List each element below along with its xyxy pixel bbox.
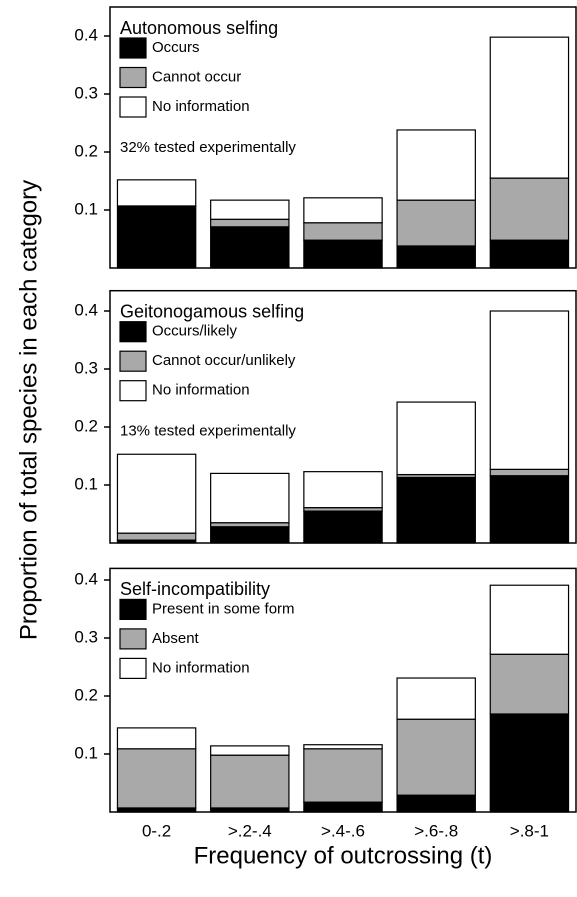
legend-swatch [119, 66, 147, 89]
bar-segment [489, 239, 570, 269]
bar-segment [210, 472, 290, 524]
bar-segment [303, 744, 383, 750]
bar-segment [303, 239, 383, 269]
y-tick-label: 0.2 [74, 685, 98, 704]
legend-swatch [119, 598, 147, 621]
bar-segment [116, 453, 197, 534]
y-tick-label: 0.1 [74, 199, 98, 218]
x-tick-label: >.6-.8 [414, 821, 458, 840]
bar-segment [489, 36, 570, 179]
y-axis-label: Proportion of total species in each cate… [15, 180, 42, 640]
bar-segment [396, 476, 476, 544]
y-tick-label: 0.4 [74, 25, 98, 44]
bar-segment [116, 748, 197, 809]
bar-segment [396, 718, 476, 796]
legend-swatch [119, 657, 147, 680]
y-tick-label: 0.2 [74, 141, 98, 160]
bar-segment [210, 226, 290, 269]
y-tick-label: 0.1 [74, 743, 98, 762]
bar-segment [303, 197, 383, 224]
bar-segment [396, 794, 476, 813]
bar-segment [116, 727, 197, 750]
y-tick-label: 0.4 [74, 569, 98, 588]
bar-segment [396, 129, 476, 201]
legend-label: No information [152, 659, 250, 676]
bar-segment [303, 801, 383, 813]
legend-swatch [119, 628, 147, 650]
bar-segment [210, 745, 290, 756]
legend-label: No information [152, 382, 250, 399]
x-tick-label: 0-.2 [142, 821, 171, 840]
y-tick-label: 0.1 [74, 474, 98, 493]
bar-segment [396, 199, 476, 247]
legend-label: Absent [152, 630, 200, 647]
bar-segment [489, 475, 570, 544]
legend-swatch [119, 37, 147, 59]
legend-label: Cannot occur/unlikely [152, 352, 296, 369]
legend-label: Occurs/likely [152, 323, 238, 340]
bar-segment [303, 510, 383, 544]
bar-segment [116, 205, 197, 269]
legend-swatch [119, 96, 147, 118]
bar-segment [210, 218, 290, 228]
x-tick-label: >.2-.4 [228, 821, 272, 840]
panel-title: Autonomous selfing [120, 18, 278, 38]
legend-label: Present in some form [152, 600, 295, 617]
bar-segment [396, 245, 476, 269]
bar-segment [489, 653, 570, 715]
bar-segment [210, 199, 290, 220]
bar-segment [210, 807, 290, 813]
y-tick-label: 0.2 [74, 416, 98, 435]
legend-label: Occurs [152, 39, 200, 56]
legend-swatch [119, 321, 147, 343]
legend-swatch [119, 350, 147, 372]
y-tick-label: 0.3 [74, 358, 98, 377]
annotation: 32% tested experimentally [120, 139, 296, 156]
bar-segment [396, 401, 476, 476]
bar-segment [116, 532, 197, 541]
bar-segment [303, 471, 383, 509]
x-axis-label: Frequency of outcrossing (t) [194, 842, 493, 869]
bar-segment [489, 468, 570, 477]
annotation: 13% tested experimentally [120, 423, 296, 440]
bar-segment [489, 713, 570, 813]
bar-segment [489, 584, 570, 655]
bar-segment [210, 754, 290, 809]
panel-title: Self-incompatibility [120, 579, 270, 599]
bar-segment [210, 526, 290, 544]
legend-swatch [119, 380, 147, 402]
panel-title: Geitonogamous selfing [120, 301, 304, 321]
y-tick-label: 0.4 [74, 300, 98, 319]
legend-label: No information [152, 98, 250, 115]
x-tick-label: >.8-1 [510, 821, 549, 840]
legend-label: Cannot occur [152, 68, 241, 85]
bar-segment [210, 522, 290, 528]
bar-segment [396, 677, 476, 720]
bar-segment [303, 222, 383, 241]
bar-segment [489, 310, 570, 470]
x-tick-label: >.4-.6 [321, 821, 365, 840]
bar-segment [116, 179, 197, 207]
bar-segment [303, 748, 383, 803]
bar-segment [489, 177, 570, 241]
bar-segment [116, 807, 197, 813]
y-tick-label: 0.3 [74, 627, 98, 646]
y-tick-label: 0.3 [74, 83, 98, 102]
